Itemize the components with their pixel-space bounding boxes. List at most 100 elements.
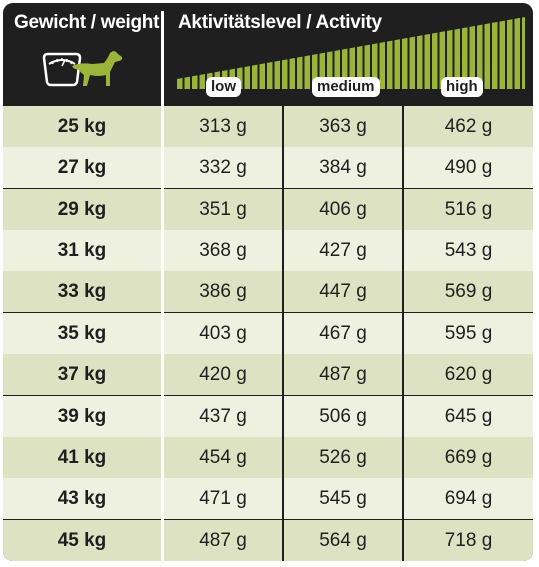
ramp-bar <box>177 17 183 89</box>
ramp-bar <box>349 17 355 89</box>
level-label-high: high <box>441 77 483 97</box>
weight-cell: 35 kg <box>57 322 107 344</box>
ramp-bar <box>297 17 303 89</box>
table-row: 41 kg 454 g 526 g 669 g <box>3 436 533 478</box>
weight-cell: 27 kg <box>57 157 107 179</box>
ramp-bar <box>199 17 205 89</box>
ramp-bar <box>289 17 295 89</box>
low-cell: 386 g <box>199 281 247 303</box>
table-row: 37 kg 420 g 487 g 620 g <box>3 354 533 396</box>
ramp-bar <box>394 17 400 89</box>
ramp-bar <box>447 17 453 89</box>
table-row: 39 kg 437 g 506 g 645 g <box>3 395 533 437</box>
ramp-bar <box>259 17 265 89</box>
low-cell: 487 g <box>199 529 247 551</box>
weight-cell: 25 kg <box>57 116 107 137</box>
weight-cell: 31 kg <box>57 240 107 262</box>
low-cell: 420 g <box>199 364 247 386</box>
medium-cell: 506 g <box>319 405 367 427</box>
table-row: 35 kg 403 g 467 g 595 g <box>3 312 533 354</box>
ramp-bar <box>477 17 483 89</box>
ramp-bar <box>432 17 438 89</box>
weight-cell: 29 kg <box>57 198 107 220</box>
ramp-bar <box>462 17 468 89</box>
ramp-bar <box>274 17 280 89</box>
ramp-bar <box>514 17 520 89</box>
low-cell: 403 g <box>199 322 247 344</box>
table-row: 31 kg 368 g 427 g 543 g <box>3 230 533 272</box>
activity-column-title: Aktivitätslevel / Activity <box>178 12 382 33</box>
medium-high-divider <box>402 106 404 561</box>
medium-cell: 363 g <box>319 116 367 137</box>
ramp-bar <box>342 17 348 89</box>
low-cell: 437 g <box>199 405 247 427</box>
high-cell: 645 g <box>444 405 493 427</box>
low-cell: 313 g <box>199 116 247 137</box>
weight-column-divider <box>161 106 164 561</box>
feeding-table: Gewicht / weight Aktivitätslevel / Activ… <box>3 3 533 561</box>
medium-cell: 467 g <box>319 322 367 344</box>
ramp-bar <box>409 17 415 89</box>
ramp-bar <box>327 17 333 89</box>
high-cell: 516 g <box>444 198 493 220</box>
table-row: 43 kg 471 g 545 g 694 g <box>3 478 533 520</box>
high-cell: 669 g <box>444 446 493 468</box>
weight-cell: 37 kg <box>57 364 107 386</box>
weight-cell: 45 kg <box>57 529 107 551</box>
ramp-bar <box>387 17 393 89</box>
low-cell: 454 g <box>199 446 247 468</box>
low-cell: 471 g <box>199 488 247 510</box>
table-row: 25 kg 313 g 363 g 462 g <box>3 106 533 147</box>
ramp-bar <box>364 17 370 89</box>
medium-cell: 447 g <box>319 281 367 303</box>
ramp-bar <box>372 17 378 89</box>
ramp-bar <box>439 17 445 89</box>
medium-cell: 526 g <box>319 446 367 468</box>
ramp-bar <box>484 17 490 89</box>
table-row: 29 kg 351 g 406 g 516 g <box>3 188 533 230</box>
table-row: 27 kg 332 g 384 g 490 g <box>3 147 533 189</box>
high-cell: 718 g <box>444 529 493 551</box>
header-divider <box>161 11 164 106</box>
low-cell: 368 g <box>199 240 247 262</box>
high-cell: 490 g <box>444 157 493 179</box>
weight-cell: 33 kg <box>57 281 107 303</box>
ramp-bar <box>379 17 385 89</box>
ramp-bar <box>357 17 363 89</box>
ramp-bar <box>522 17 525 89</box>
ramp-bar <box>499 17 505 89</box>
high-cell: 694 g <box>444 488 493 510</box>
activity-ramp-graphic <box>177 17 525 89</box>
medium-cell: 427 g <box>319 240 367 262</box>
ramp-bar <box>184 17 190 89</box>
low-medium-divider <box>282 106 284 561</box>
high-cell: 543 g <box>444 240 493 262</box>
ramp-bar <box>417 17 423 89</box>
weight-cell: 39 kg <box>57 405 107 427</box>
ramp-bar <box>402 17 408 89</box>
ramp-bar <box>267 17 273 89</box>
ramp-bar <box>424 17 430 89</box>
medium-cell: 487 g <box>319 364 367 386</box>
ramp-bar <box>492 17 498 89</box>
dog-on-scale-icon <box>42 51 123 87</box>
level-label-medium: medium <box>312 77 380 97</box>
weight-cell: 41 kg <box>57 446 107 468</box>
ramp-bar <box>334 17 340 89</box>
medium-cell: 406 g <box>319 198 367 220</box>
level-label-low: low <box>206 77 241 97</box>
weight-cell: 43 kg <box>57 488 107 510</box>
ramp-bar <box>252 17 258 89</box>
low-cell: 332 g <box>199 157 247 179</box>
ramp-bar <box>469 17 475 89</box>
table-row: 45 kg 487 g 564 g 718 g <box>3 519 533 561</box>
ramp-bar <box>282 17 288 89</box>
high-cell: 462 g <box>444 116 493 137</box>
ramp-bar <box>507 17 513 89</box>
table-row: 33 kg 386 g 447 g 569 g <box>3 271 533 313</box>
high-cell: 620 g <box>444 364 493 386</box>
medium-cell: 564 g <box>319 529 367 551</box>
ramp-bar <box>192 17 198 89</box>
medium-cell: 545 g <box>319 488 367 510</box>
ramp-bar <box>454 17 460 89</box>
